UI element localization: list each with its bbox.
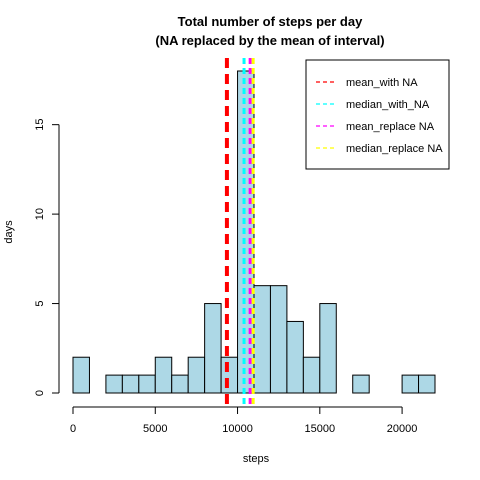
legend-label-2: mean_replace NA [346, 121, 435, 133]
x-tick-label-5000: 5000 [143, 423, 167, 435]
legend: mean_with NA median_with_NA mean_replace N… [305, 59, 450, 170]
chart-title-line1: Total number of steps per day [178, 14, 363, 29]
legend-label-3: median_replace NA [346, 143, 443, 155]
y-axis: 0 5 10 15 [34, 119, 60, 396]
y-tick-label-10: 10 [34, 208, 46, 220]
bar-6000 [171, 374, 189, 394]
legend-label-1: median_with_NA [346, 99, 430, 111]
legend-box [305, 59, 450, 170]
bar-14000 [302, 356, 321, 394]
bar-2000 [105, 374, 123, 394]
y-axis-label: days [3, 220, 15, 244]
x-axis: 0 5000 10000 15000 20000 [70, 406, 418, 435]
x-tick-label-0: 0 [70, 423, 76, 435]
y-tick-label-5: 5 [34, 300, 46, 306]
chart-title-line2: (NA replaced by the mean of interval) [155, 33, 384, 48]
bar-5000 [154, 356, 173, 394]
bar-17000 [352, 374, 370, 394]
x-tick-label-15000: 15000 [305, 423, 336, 435]
bar-8000 [204, 303, 222, 394]
x-axis-label: steps [243, 453, 270, 465]
reference-lines-group [224, 58, 255, 406]
bar-3000 [121, 374, 140, 394]
x-tick-label-10000: 10000 [222, 423, 253, 435]
bar-13000 [286, 320, 304, 394]
bar-11000 [253, 285, 271, 394]
bar-9000 [220, 356, 239, 394]
bar-0 [72, 356, 90, 394]
legend-label-0: mean_with NA [346, 77, 418, 89]
bar-21000 [418, 374, 436, 394]
bar-4000 [138, 374, 156, 394]
x-tick-label-20000: 20000 [387, 423, 418, 435]
bar-12000 [269, 285, 288, 394]
y-tick-label-15: 15 [34, 119, 46, 131]
bar-20000 [401, 374, 420, 394]
y-tick-label-0: 0 [34, 390, 46, 396]
bar-7000 [187, 356, 206, 394]
bar-15000 [319, 303, 337, 394]
